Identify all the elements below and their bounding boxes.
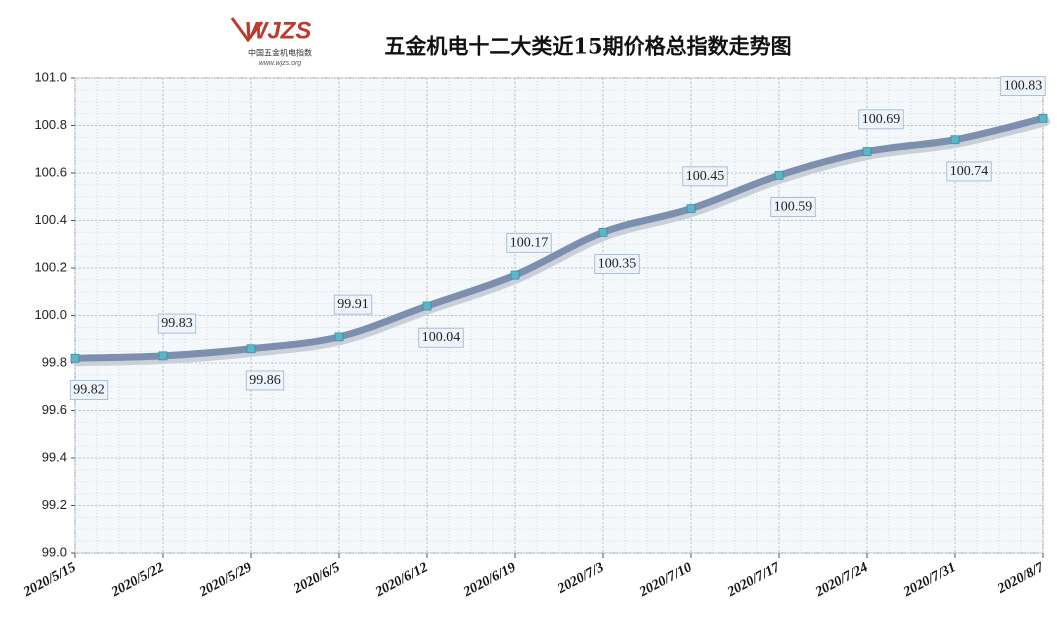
value-label: 100.45 [686,169,725,184]
value-label-frame [770,197,816,217]
value-label: 100.35 [598,257,637,272]
marker [686,204,696,214]
marker [862,147,872,157]
logo-arrow [230,17,264,43]
y-tick-label: 99.6 [42,402,67,417]
y-tick-label: 100.8 [34,117,67,132]
line [71,114,1047,362]
marker [70,353,80,363]
value-label-frame [594,254,640,274]
value-label-frame [506,232,552,253]
value-label-box: 99.86 [245,370,285,391]
y-tick-label: 100.0 [34,307,67,322]
y-tick-label: 99.4 [42,449,67,464]
y-tick-label: 100.4 [34,212,67,227]
y-tick-label: 100.2 [34,259,67,274]
x-tick-label: 2020/8/7 [995,560,1048,598]
x-tick-label: 2020/6/5 [291,560,343,597]
x-tick-label: 2020/6/12 [372,560,430,600]
x-tick-label: 2020/5/22 [108,560,166,600]
value-label-frame [333,294,373,315]
marker [422,301,432,311]
value-label-box: 100.69 [858,109,904,130]
value-label-box: 99.83 [157,313,197,334]
value-label: 100.69 [862,112,901,127]
logo: WJZS 中国五金机电指数 www.wjzs.org [230,17,312,67]
value-label: 100.04 [422,330,461,345]
x-tick-label: 2020/5/29 [196,560,254,600]
y-tick-label: 99.0 [42,544,67,559]
value-label-frame [157,313,197,334]
logo-name: 中国五金机电指数 [248,48,312,58]
x-tick-label: 2020/7/3 [555,560,607,597]
value-label: 99.91 [337,297,369,312]
value-label-frame [682,166,728,187]
value-label-box: 100.35 [594,254,640,274]
marker [334,332,344,342]
x-tick-label: 2020/7/24 [812,560,870,600]
marker [598,227,608,237]
value-label-box: 100.17 [506,232,552,253]
value-label: 100.74 [950,164,989,179]
value-label-box: 100.74 [946,161,992,182]
y-tick-label: 101.0 [34,69,67,84]
y-tick-label: 99.2 [42,497,67,512]
value-label-frame [858,109,904,130]
marker [774,170,784,180]
x-tick-label: 2020/7/10 [636,560,694,600]
value-label-frame [1000,76,1046,96]
marker [246,344,256,354]
value-label: 100.59 [774,200,813,215]
value-label-box: 100.59 [770,197,816,217]
marker [158,351,168,361]
chart-title: 五金机电十二大类近15期价格总指数走势图 [384,34,791,59]
x-tick-label: 2020/5/15 [20,560,78,600]
value-label-box: 100.83 [1000,76,1046,96]
value-label-box: 99.82 [69,380,109,400]
value-label: 100.17 [510,235,549,250]
value-label: 100.83 [1004,79,1043,94]
value-label: 99.83 [161,316,193,331]
value-label-frame [69,380,109,400]
marker [510,270,520,280]
value-label-box: 100.04 [418,327,464,348]
value-label-box: 100.45 [682,166,728,187]
marker [950,135,960,145]
y-tick-label: 100.6 [34,164,67,179]
value-label-box: 99.91 [333,294,373,315]
logo-url: www.wjzs.org [259,60,302,67]
value-label: 99.86 [249,373,281,388]
x-tick-label: 2020/7/17 [724,560,783,601]
value-label-frame [245,370,285,391]
x-tick-label: 2020/7/31 [900,560,958,600]
logo-mark: WJZS [245,17,312,44]
y-tick-label: 99.8 [42,354,67,369]
x-tick-label: 2020/6/19 [460,560,518,600]
value-label: 99.82 [73,382,105,397]
marker [1038,113,1048,123]
value-label-frame [418,327,464,348]
value-label-frame [946,161,992,182]
